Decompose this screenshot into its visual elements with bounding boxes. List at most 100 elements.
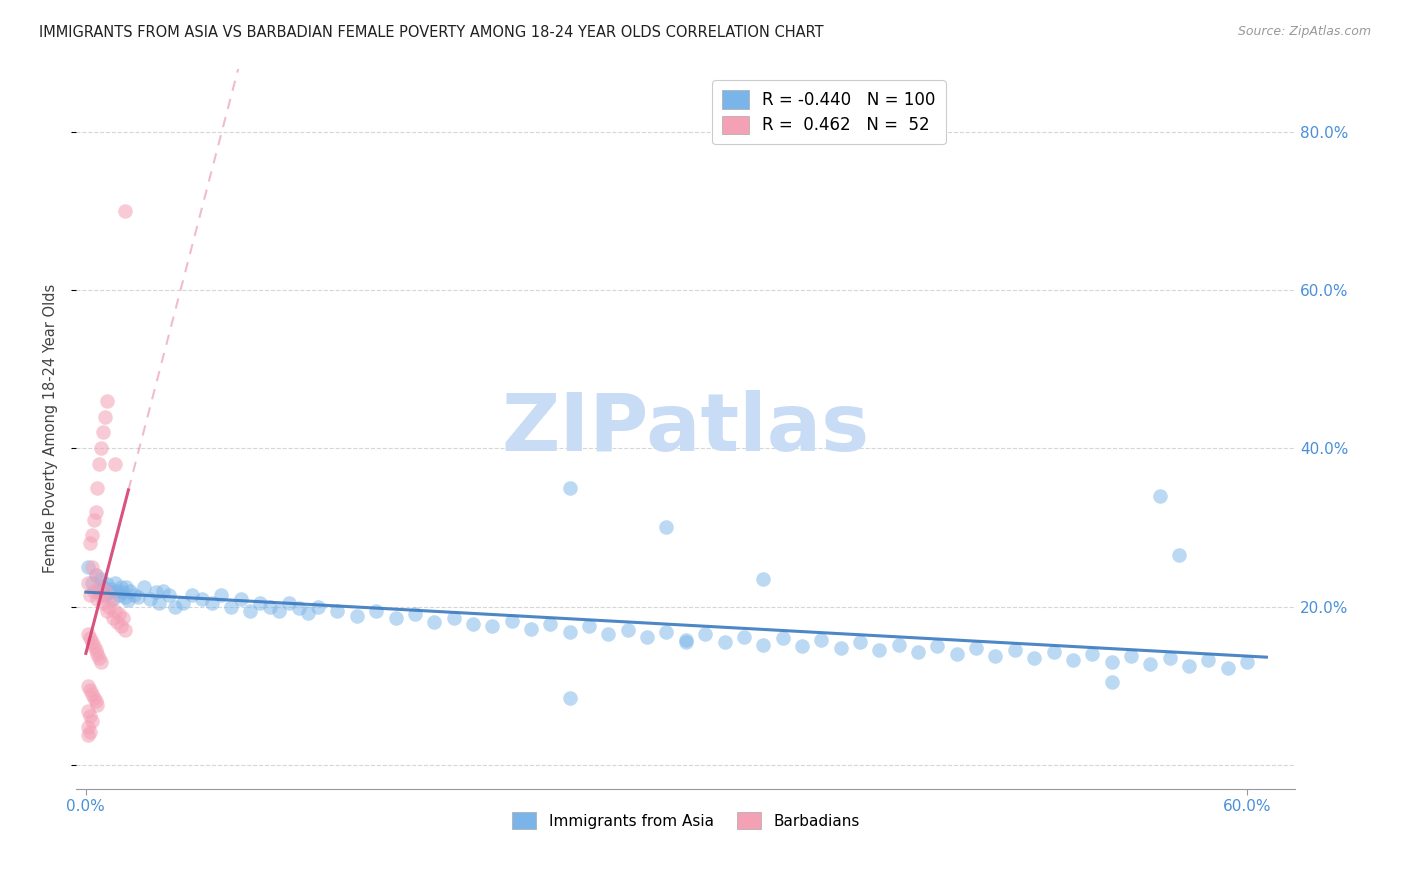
Point <box>89 651 111 665</box>
Point <box>90 588 112 602</box>
Text: IMMIGRANTS FROM ASIA VS BARBADIAN FEMALE POVERTY AMONG 18-24 YEAR OLDS CORRELATI: IMMIGRANTS FROM ASIA VS BARBADIAN FEMALE… <box>39 25 824 40</box>
Point <box>84 643 107 657</box>
Point <box>80 687 103 701</box>
Point <box>110 580 132 594</box>
Point <box>887 638 910 652</box>
Point <box>520 622 543 636</box>
Legend: Immigrants from Asia, Barbadians: Immigrants from Asia, Barbadians <box>506 806 866 835</box>
Point <box>675 632 697 647</box>
Point <box>346 609 368 624</box>
Point <box>578 619 600 633</box>
Point <box>90 655 112 669</box>
Point <box>107 588 129 602</box>
Point <box>80 560 103 574</box>
Point <box>1149 489 1171 503</box>
Point <box>120 583 142 598</box>
Point <box>89 580 111 594</box>
Point <box>163 599 186 614</box>
Point <box>307 599 329 614</box>
Point <box>94 409 117 424</box>
Point <box>79 536 101 550</box>
Point <box>1062 653 1084 667</box>
Point <box>558 690 581 705</box>
Point <box>1168 548 1191 562</box>
Point <box>84 568 107 582</box>
Point <box>501 614 523 628</box>
Point <box>849 635 872 649</box>
Point <box>104 457 127 471</box>
Point <box>1159 651 1181 665</box>
Point <box>84 694 107 708</box>
Point <box>84 568 107 582</box>
Point <box>91 425 114 440</box>
Point <box>1101 655 1123 669</box>
Point <box>1042 645 1064 659</box>
Point <box>105 583 128 598</box>
Point <box>114 203 136 218</box>
Point <box>90 572 112 586</box>
Point <box>984 648 1007 663</box>
Point <box>107 607 129 622</box>
Point <box>96 603 118 617</box>
Point <box>101 611 124 625</box>
Point <box>1236 655 1258 669</box>
Point <box>655 520 678 534</box>
Point <box>1004 643 1026 657</box>
Point <box>105 615 128 630</box>
Point <box>79 588 101 602</box>
Point <box>96 577 118 591</box>
Point <box>1216 661 1239 675</box>
Point <box>558 624 581 639</box>
Point <box>89 583 111 598</box>
Point <box>1081 647 1104 661</box>
Point <box>76 728 98 742</box>
Point <box>117 593 139 607</box>
Point <box>100 582 122 596</box>
Point <box>157 588 180 602</box>
Point <box>76 560 98 574</box>
Point <box>259 599 281 614</box>
Point <box>481 619 503 633</box>
Point <box>114 624 136 638</box>
Point <box>655 624 678 639</box>
Point <box>111 585 134 599</box>
Point <box>76 720 98 734</box>
Point <box>122 588 145 602</box>
Point <box>239 603 262 617</box>
Point <box>84 505 107 519</box>
Point <box>1197 653 1219 667</box>
Point <box>96 393 118 408</box>
Point <box>115 580 138 594</box>
Point <box>695 627 717 641</box>
Point <box>90 442 112 456</box>
Point <box>772 631 794 645</box>
Point <box>1101 674 1123 689</box>
Point <box>384 611 406 625</box>
Point <box>83 512 105 526</box>
Point <box>80 635 103 649</box>
Point <box>1178 659 1201 673</box>
Point <box>83 583 105 598</box>
Point <box>76 704 98 718</box>
Point <box>86 481 108 495</box>
Point <box>868 643 890 657</box>
Point <box>148 596 170 610</box>
Point <box>100 591 122 606</box>
Point <box>79 631 101 645</box>
Point <box>538 616 561 631</box>
Point <box>83 690 105 705</box>
Point <box>91 580 114 594</box>
Point <box>86 591 108 606</box>
Point <box>297 606 319 620</box>
Point <box>945 647 967 661</box>
Point <box>76 575 98 590</box>
Text: ZIPatlas: ZIPatlas <box>502 390 870 467</box>
Point <box>907 645 929 659</box>
Point <box>86 698 108 713</box>
Point <box>83 639 105 653</box>
Point <box>98 585 121 599</box>
Point <box>191 591 214 606</box>
Point <box>713 635 735 649</box>
Point <box>181 588 204 602</box>
Point <box>114 590 136 604</box>
